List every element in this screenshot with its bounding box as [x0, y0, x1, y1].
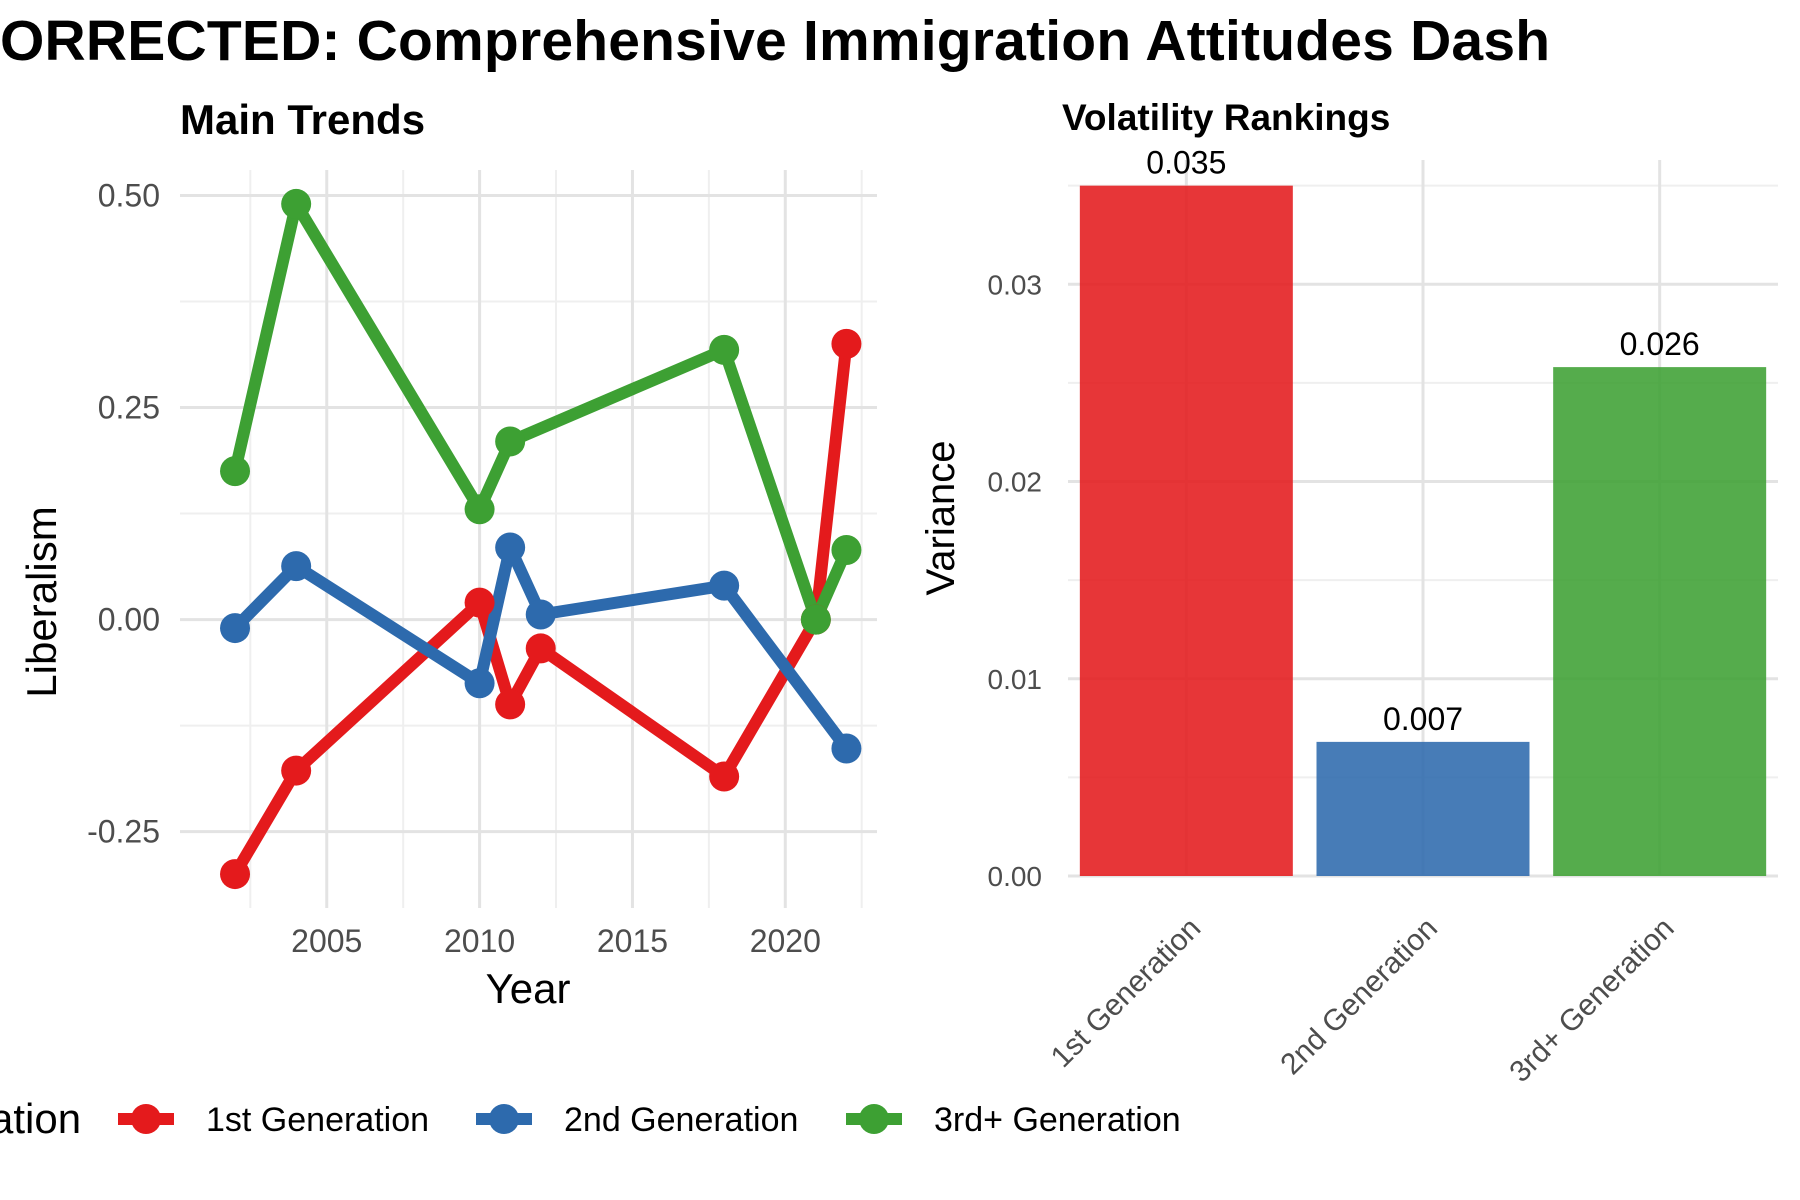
x-tick-label: 2005: [291, 923, 362, 959]
data-point-3rd-generation: [831, 535, 862, 566]
data-point-2nd-generation: [495, 532, 526, 563]
y-tick-label: 0.01: [988, 664, 1043, 695]
bar-value-label: 0.026: [1620, 326, 1700, 362]
x-tick-label: 2015: [597, 923, 668, 959]
data-point-2nd-generation: [281, 551, 312, 582]
data-point-3rd-generation: [709, 334, 740, 365]
data-point-1st-generation: [464, 587, 495, 618]
bar-3rd-generation: [1553, 367, 1767, 876]
volatility-rankings-panel: 0.00 0.01 0.02 0.03 0.035 0.007 0.026 1st Gener…: [919, 97, 1778, 1089]
y-tick-label: 0.00: [988, 861, 1043, 892]
bar-value-label: 0.007: [1383, 701, 1463, 737]
legend-key-marker-2nd-generation: [489, 1104, 519, 1134]
data-point-2nd-generation: [831, 733, 862, 764]
data-point-2nd-generation: [525, 599, 556, 630]
y-tick-label: 0.02: [988, 467, 1043, 498]
y-tick-label: 0.50: [98, 177, 160, 213]
x-tick-label: 2020: [750, 923, 821, 959]
x-tick-label: 2nd Generation: [1274, 912, 1444, 1082]
y-tick-label: 0.00: [98, 602, 160, 638]
bar-value-label: 0.035: [1146, 145, 1226, 181]
y-tick-label: 0.03: [988, 269, 1043, 300]
x-tick-label: 3rd+ Generation: [1503, 912, 1680, 1089]
main-trends-panel: 2005 2010 2015 2020 -0.25 0.00 0.25 0.50 Main Tr…: [18, 96, 877, 1012]
legend-label-2nd-generation: 2nd Generation: [564, 1101, 798, 1139]
data-point-3rd-generation: [281, 188, 312, 219]
data-point-3rd-generation: [800, 604, 831, 635]
volatility-rankings-title: Volatility Rankings: [1062, 97, 1390, 138]
legend-title: ation: [0, 1095, 81, 1142]
data-point-2nd-generation: [464, 668, 495, 699]
data-point-3rd-generation: [464, 494, 495, 525]
data-point-1st-generation: [709, 761, 740, 792]
y-tick-label: 0.25: [98, 390, 160, 426]
series-line-1st-generation: [229, 337, 853, 881]
data-point-2nd-generation: [220, 613, 251, 644]
y-axis-label: Variance: [919, 441, 963, 596]
legend-label-3rd-generation: 3rd+ Generation: [934, 1101, 1181, 1139]
y-tick-label: -0.25: [87, 814, 160, 850]
legend-key-marker-3rd-generation: [859, 1104, 889, 1134]
legend-key-marker-1st-generation: [131, 1104, 161, 1134]
data-point-1st-generation: [525, 633, 556, 664]
data-point-1st-generation: [495, 689, 526, 720]
bar-1st-generation: [1079, 185, 1293, 877]
data-point-1st-generation: [831, 328, 862, 359]
y-axis-label: Liberalism: [18, 506, 65, 697]
data-point-2nd-generation: [709, 570, 740, 601]
dashboard-title: ORRECTED: Comprehensive Immigration Atti…: [0, 9, 1551, 73]
data-point-3rd-generation: [220, 456, 251, 487]
bar-2nd-generation: [1316, 741, 1530, 876]
x-tick-label: 2010: [444, 923, 515, 959]
legend: ation 1st Generation 2nd Generation 3rd+ Ge…: [0, 1095, 1181, 1142]
data-point-3rd-generation: [495, 426, 526, 457]
x-tick-label: 1st Generation: [1045, 912, 1207, 1074]
data-point-1st-generation: [281, 755, 312, 786]
main-trends-title: Main Trends: [180, 96, 425, 143]
legend-label-1st-generation: 1st Generation: [206, 1101, 429, 1139]
x-axis-label: Year: [486, 965, 571, 1012]
data-point-1st-generation: [220, 859, 251, 890]
